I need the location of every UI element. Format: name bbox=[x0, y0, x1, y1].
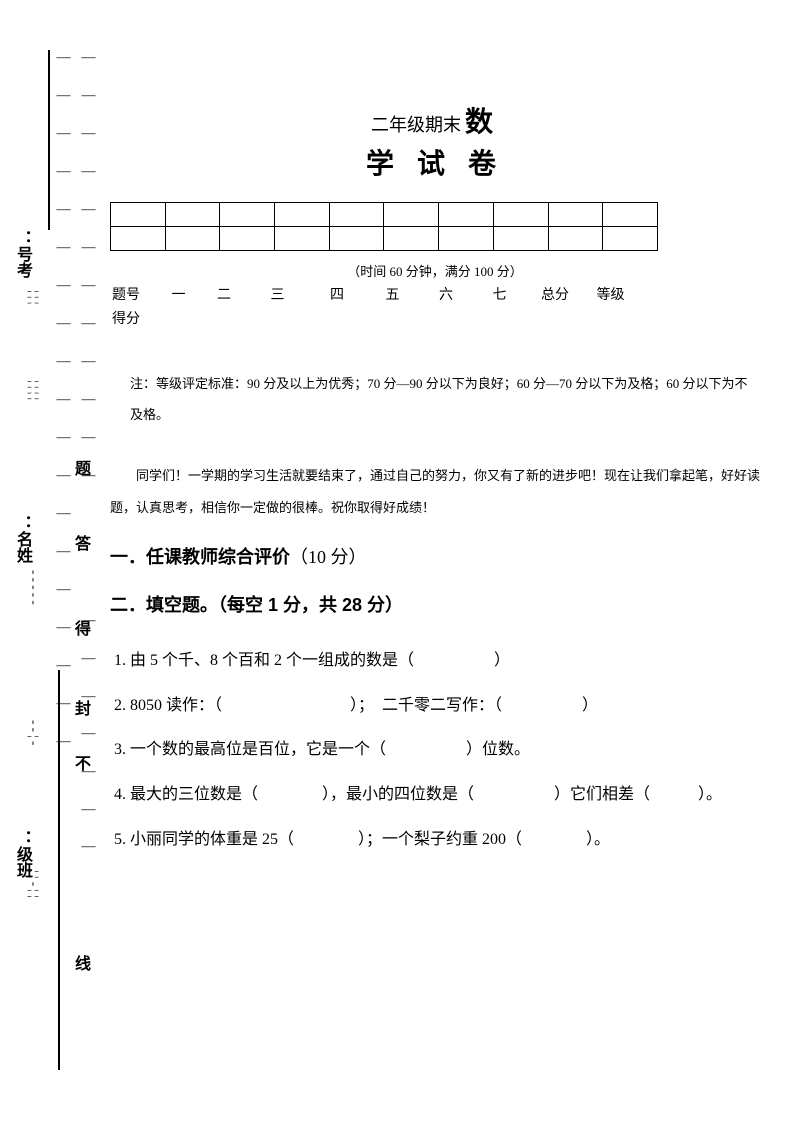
dash-seg-1: ¦ ¦ ¦ bbox=[26, 290, 42, 304]
col-total: 总分 bbox=[528, 284, 582, 304]
col-6: 六 bbox=[421, 284, 471, 304]
title-prefix: 二年级期末 bbox=[371, 115, 461, 135]
inner-label-bu: 不 bbox=[68, 755, 92, 771]
label-exam-number: ：号考 bbox=[10, 230, 34, 278]
question-5: 5. 小丽同学的体重是 25（ ）；一个梨子约重 200（ ）。 bbox=[114, 818, 760, 863]
col-5: 五 bbox=[368, 284, 418, 304]
section-1-title: 一．任课教师综合评价 bbox=[110, 547, 290, 567]
col-4: 四 bbox=[310, 284, 364, 304]
question-2: 2. 8050 读作：（ ）； 二千零二写作：（ ） bbox=[114, 684, 760, 729]
header-row: 题号 一 二 三 四 五 六 七 总分 等级 bbox=[112, 284, 760, 304]
dash-seg-5: ¦ ¦ - ¦ ¦ bbox=[26, 870, 42, 898]
score-label-row: 得分 bbox=[112, 308, 760, 328]
dash-column-1: — — — — — — — — — — — — — — — — — — — bbox=[55, 50, 71, 753]
col-7: 七 bbox=[475, 284, 525, 304]
inner-label-feng: 封 bbox=[68, 700, 92, 716]
vertical-line-top bbox=[48, 50, 50, 230]
col-1: 一 bbox=[158, 284, 200, 304]
col-2: 二 bbox=[203, 284, 245, 304]
section-1-points: （10 分） bbox=[290, 547, 367, 567]
dash-seg-4: - - ¦ - bbox=[26, 720, 42, 745]
title-block: 二年级期末 数 学 试 卷 bbox=[110, 100, 760, 182]
score-label: 得分 bbox=[112, 308, 154, 328]
title-big-char: 数 bbox=[465, 107, 499, 138]
grading-note: 注：等级评定标准：90 分及以上为优秀；70 分—90 分以下为良好；60 分—… bbox=[130, 368, 760, 430]
section-2-heading: 二．填空题。（每空 1 分，共 28 分） bbox=[110, 591, 760, 617]
score-grid-row2 bbox=[111, 227, 658, 251]
label-name: ：名姓 bbox=[10, 515, 34, 563]
inner-label-xian: 线 bbox=[68, 955, 92, 971]
col-title: 题号 bbox=[112, 284, 154, 304]
dash-seg-2: ¦ ¦ ¦ ¦ bbox=[26, 380, 42, 400]
inner-label-da: 答 bbox=[68, 535, 92, 551]
score-grid-row1 bbox=[111, 203, 658, 227]
intro-text: 同学们！一学期的学习生活就要结束了，通过自己的努力，你又有了新的进步吧！现在让我… bbox=[110, 460, 760, 522]
score-grid bbox=[110, 202, 658, 251]
title-line2: 学 试 卷 bbox=[110, 142, 760, 182]
binding-sidebar: — — — — — — — — — — — — — — — — — — — — … bbox=[0, 0, 110, 1132]
question-4: 4. 最大的三位数是（ ），最小的四位数是（ ）它们相差（ ）。 bbox=[114, 773, 760, 818]
col-grade: 等级 bbox=[586, 284, 636, 304]
main-content: 二年级期末 数 学 试 卷 （时间 60 分钟，满分 100 分） 题号 一 二… bbox=[110, 0, 800, 863]
section-1-heading: 一．任课教师综合评价（10 分） bbox=[110, 543, 760, 569]
question-3: 3. 一个数的最高位是百位，它是一个（ ）位数。 bbox=[114, 728, 760, 773]
time-info: （时间 60 分钟，满分 100 分） bbox=[110, 261, 760, 280]
question-1: 1. 由 5 个千、8 个百和 2 个一组成的数是（ ） bbox=[114, 639, 760, 684]
dash-seg-3: - - - - - bbox=[26, 570, 42, 605]
dash-column-2: — — — — — — — — — — — — — — — — — — — bbox=[78, 50, 98, 858]
inner-label-ti: 题 bbox=[68, 460, 92, 476]
inner-label-de: 得 bbox=[68, 620, 92, 636]
col-3: 三 bbox=[249, 284, 307, 304]
